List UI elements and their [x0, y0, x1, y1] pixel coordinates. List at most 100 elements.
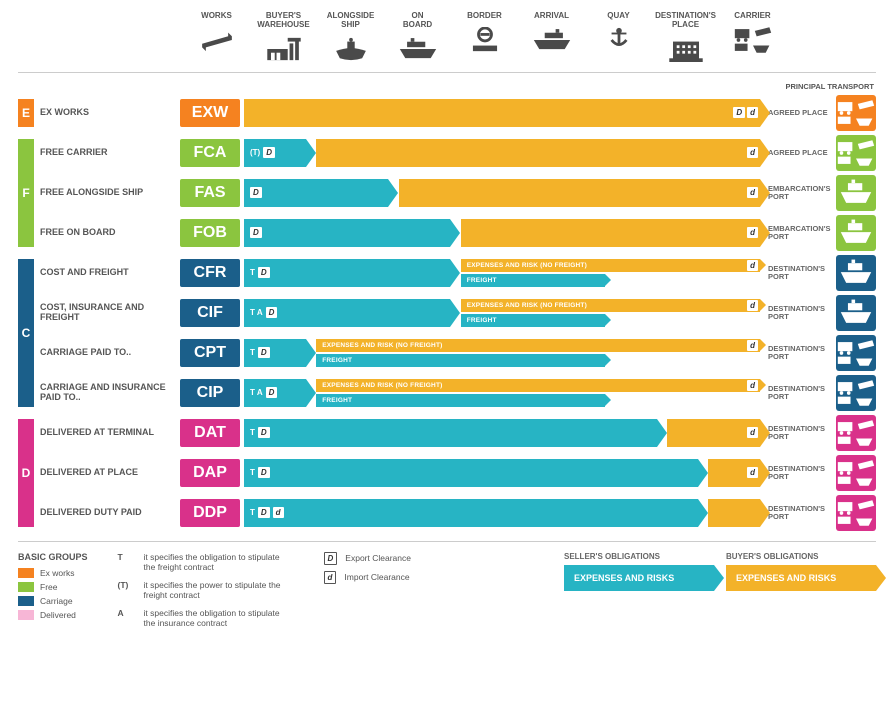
header-label: CARRIER [719, 12, 786, 21]
doc-badge: d [747, 147, 758, 158]
legend-group-row: Carriage [18, 596, 88, 606]
transport-mode-icon [836, 335, 876, 371]
legend-clearance-row: dImport Clearance [324, 571, 411, 584]
bar-text: FREIGHT [322, 397, 352, 404]
obligation-bar: TD [244, 339, 306, 367]
legend-group-label: Free [40, 582, 57, 592]
pallet-icon [197, 25, 237, 55]
bars-area: Dd [244, 219, 760, 247]
dest-label: EMBARCATION'S PORT [764, 225, 836, 242]
term-row-FAS: FREE ALONGSIDE SHIPFASDdEMBARCATION'S PO… [18, 173, 876, 213]
legend-symbol-row: Ait specifies the obligation to stipulat… [118, 608, 294, 628]
term-name: COST AND FREIGHT [40, 268, 180, 278]
doc-badge: d [747, 300, 758, 311]
term-name: COST, INSURANCE AND FREIGHT [40, 303, 180, 323]
bar-symbol: T A [250, 388, 263, 397]
transport-mode-icon [836, 95, 876, 131]
legend-obligations: SELLER'S OBLIGATIONS EXPENSES AND RISKS … [441, 552, 876, 591]
obligation-bar: FREIGHT [316, 394, 605, 407]
transport-mode-icon [836, 295, 876, 331]
term-row-DAT: DELIVERED AT TERMINALDATTDdDESTINATION'S… [18, 413, 876, 453]
obligation-bar: d [667, 419, 760, 447]
obligation-bar: EXPENSES AND RISK (NO FREIGHT)d [461, 259, 760, 272]
ship-board-icon [398, 34, 438, 64]
bars-area: TD EXPENSES AND RISK (NO FREIGHT)d FREIGHT [244, 339, 760, 367]
ship-side-icon [331, 34, 371, 64]
obligation-bar: D [244, 219, 450, 247]
obligation-bar: EXPENSES AND RISK (NO FREIGHT)d [316, 339, 760, 352]
seller-bar-text: EXPENSES AND RISKS [574, 573, 674, 583]
bar-symbol: T [250, 468, 255, 477]
header-quay: QUAY [585, 12, 652, 64]
legend-symbol-row: Tit specifies the obligation to stipulat… [118, 552, 294, 572]
term-row-FCA: FREE CARRIERFCA(T)DdAGREED PLACE [18, 133, 876, 173]
obligation-bar: (T)D [244, 139, 306, 167]
term-name: CARRIAGE AND INSURANCE PAID TO.. [40, 383, 180, 403]
bars-area: Dd [244, 99, 760, 127]
legend-group-label: Ex works [40, 568, 74, 578]
obligation-bar: TD [244, 459, 698, 487]
legend-basic-groups: BASIC GROUPS Ex worksFreeCarriageDeliver… [18, 552, 88, 624]
term-name: FREE ALONGSIDE SHIP [40, 188, 180, 198]
doc-badge: d [747, 427, 758, 438]
bar-text: EXPENSES AND RISK (NO FREIGHT) [322, 342, 442, 349]
term-row-CPT: CARRIAGE PAID TO..CPTTD EXPENSES AND RISK… [18, 333, 876, 373]
term-name: FREE ON BOARD [40, 228, 180, 238]
dest-label: DESTINATION'S PORT [764, 345, 836, 362]
legend-swatch [18, 610, 34, 620]
transport-mode-icon [836, 455, 876, 491]
header-building: DESTINATION'SPLACE [652, 12, 719, 64]
border-icon [465, 25, 505, 55]
header-ship-side: ALONGSIDESHIP [317, 12, 384, 64]
transport-mode-icon [836, 215, 876, 251]
legend-symbol-desc: it specifies the power to stipulate the … [144, 580, 294, 600]
term-row-DDP: DELIVERED DUTY PAIDDDPTDdDESTINATION'S P… [18, 493, 876, 533]
obligation-bar: FREIGHT [461, 274, 605, 287]
obligation-bar: d [461, 219, 760, 247]
term-code: FOB [180, 219, 240, 247]
legend-swatch [18, 568, 34, 578]
term-row-EXW: EX WORKSEXWDdAGREED PLACE [18, 93, 876, 133]
building-icon [666, 34, 706, 64]
term-row-FOB: FREE ON BOARDFOBDdEMBARCATION'S PORT [18, 213, 876, 253]
bar-symbol: (T) [250, 148, 260, 157]
bars-area: T ADEXPENSES AND RISK (NO FREIGHT)dFREIG… [244, 299, 760, 327]
term-name: CARRIAGE PAID TO.. [40, 348, 180, 358]
term-code: CPT [180, 339, 240, 367]
bars-area: (T)Dd [244, 139, 760, 167]
header-label: QUAY [585, 12, 652, 21]
bar-symbol: T A [250, 308, 263, 317]
doc-badge: D [258, 347, 270, 358]
legend-clearance-row: D Export Clearance [324, 552, 411, 565]
legend-symbol-row: (T)it specifies the power to stipulate t… [118, 580, 294, 600]
legend-group-row: Delivered [18, 610, 88, 620]
bar-text: FREIGHT [322, 357, 352, 364]
term-row-CIP: CARRIAGE AND INSURANCE PAID TO..CIPT ADE… [18, 373, 876, 413]
doc-badge: D [324, 552, 338, 565]
ship-arrive-icon [532, 25, 572, 55]
bars-area: T ADEXPENSES AND RISK (NO FREIGHT)dFREIG… [244, 379, 760, 407]
doc-badge: D [263, 147, 275, 158]
dest-label: DESTINATION'S PORT [764, 305, 836, 322]
dest-label: DESTINATION'S PORT [764, 385, 836, 402]
bar-symbol: T [250, 268, 255, 277]
transport-mode-icon [836, 375, 876, 411]
legend-group-label: Delivered [40, 610, 76, 620]
bars-area: Dd [244, 179, 760, 207]
header-label: WORKS [183, 12, 250, 21]
bar-text: FREIGHT [467, 317, 497, 324]
header-label: ONBOARD [384, 12, 451, 30]
bars-area: TDd [244, 499, 760, 527]
legend-symbol-key: A [118, 608, 136, 628]
dest-label: DESTINATION'S PORT [764, 465, 836, 482]
obligation-bar: d [708, 459, 760, 487]
obligation-bar: D [244, 179, 388, 207]
transport-mode-icon [836, 495, 876, 531]
term-row-CIF: COST, INSURANCE AND FREIGHTCIFT ADEXPENS… [18, 293, 876, 333]
obligation-bar: d [399, 179, 760, 207]
header-pallet: WORKS [183, 12, 250, 64]
term-code: EXW [180, 99, 240, 127]
legend-clearance-label: Export Clearance [345, 553, 411, 563]
bars-area: TD d [244, 459, 760, 487]
doc-badge: d [273, 507, 284, 518]
